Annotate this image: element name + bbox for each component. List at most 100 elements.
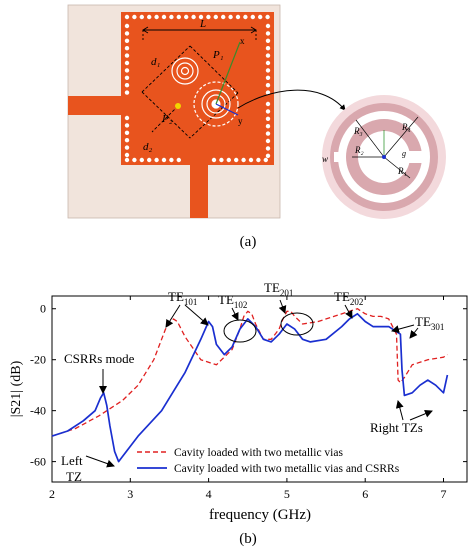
via	[265, 131, 271, 136]
via	[154, 157, 159, 163]
via	[124, 38, 130, 43]
via	[248, 157, 254, 163]
via	[139, 14, 144, 20]
via	[169, 14, 174, 20]
via	[256, 157, 261, 163]
via	[265, 116, 271, 122]
via	[226, 157, 231, 163]
label-w: w	[322, 154, 328, 164]
te202-label: TE202	[334, 289, 363, 307]
te101-label: TE101	[168, 289, 197, 307]
via	[265, 146, 271, 151]
via	[265, 38, 271, 43]
te102-label: TE102	[218, 292, 247, 310]
y-tick-label: -20	[30, 353, 46, 367]
plot-frame	[51, 295, 468, 483]
via	[124, 46, 130, 51]
via	[124, 68, 130, 73]
via	[265, 109, 271, 114]
via	[206, 14, 211, 20]
x-axis-label: frequency (GHz)	[209, 507, 311, 523]
csrr-top	[171, 57, 199, 85]
via	[124, 31, 130, 36]
via	[124, 152, 130, 158]
via	[124, 60, 130, 66]
legend-label-1: Cavity loaded with two metallic vias	[174, 447, 343, 459]
label-L: L	[199, 18, 206, 30]
label-P1: P₁	[212, 49, 224, 61]
series-line-2	[51, 312, 449, 463]
via	[221, 14, 226, 20]
via	[265, 46, 271, 51]
csrr-bottom	[193, 81, 239, 127]
via	[250, 14, 255, 20]
feed-line-left	[68, 96, 124, 115]
via	[124, 157, 130, 163]
via	[191, 14, 196, 20]
caption-a: (a)	[240, 234, 257, 250]
via	[258, 14, 263, 20]
x-tick-label: 6	[362, 487, 368, 501]
left-tz-label-2: TZ	[66, 469, 82, 484]
via	[124, 90, 130, 95]
label-P2: P₂	[161, 113, 173, 125]
via	[124, 23, 130, 29]
via	[243, 14, 248, 20]
x-tick-label: 5	[284, 487, 290, 501]
series-layer	[51, 308, 449, 463]
via	[263, 157, 268, 163]
label-d2: d₂	[143, 141, 153, 153]
te201-label: TE201	[264, 280, 293, 298]
via	[265, 23, 271, 29]
via	[124, 83, 130, 88]
via	[234, 157, 239, 163]
via	[147, 157, 152, 163]
via	[235, 14, 241, 20]
dimension-lines	[141, 26, 257, 139]
via	[265, 138, 271, 144]
via	[184, 14, 189, 20]
via	[124, 14, 130, 20]
via	[124, 138, 130, 143]
via	[265, 31, 271, 36]
x-tick-label: 2	[49, 487, 55, 501]
via	[161, 157, 167, 163]
label-R3: R₃	[353, 126, 363, 136]
via	[265, 153, 271, 158]
te201-highlight	[280, 312, 314, 336]
label-R4: R₄	[401, 122, 411, 132]
via	[228, 14, 233, 20]
inset-arrow	[237, 89, 346, 111]
via	[219, 157, 224, 163]
via	[213, 14, 218, 20]
via	[265, 53, 271, 58]
via	[169, 157, 174, 163]
via	[198, 14, 204, 20]
via	[147, 14, 152, 20]
via	[124, 53, 130, 58]
via	[265, 68, 271, 73]
series-line-1	[51, 308, 448, 437]
left-tz-label-1: Left	[61, 453, 83, 468]
via	[265, 14, 270, 20]
via	[265, 124, 271, 129]
axis-ticks: 2 3 4 5 6 7 0 -20 -40 -60	[30, 296, 467, 501]
via	[265, 75, 271, 81]
via	[161, 14, 167, 20]
feed-line-bottom	[190, 162, 208, 218]
x-tick-label: 7	[441, 487, 447, 501]
via	[124, 115, 130, 121]
figure-a: L d₁ d₂ P₁ P₂ x y	[67, 4, 446, 250]
figure-b: 2 3 4 5 6 7 0 -20 -40 -60 |S21| (dB) frequency (G…	[9, 280, 468, 547]
legend: Cavity loaded with two metallic vias Cav…	[137, 447, 400, 475]
axes-marker	[175, 41, 241, 116]
axis-x-label: x	[240, 36, 245, 46]
cavity	[121, 12, 274, 165]
right-tzs-label: Right TZs	[370, 420, 423, 435]
y-axis-label: |S21| (dB)	[9, 360, 24, 417]
y-tick-label: -60	[30, 455, 46, 469]
via	[132, 157, 137, 163]
y-tick-label: -40	[30, 404, 46, 418]
via	[132, 14, 137, 20]
